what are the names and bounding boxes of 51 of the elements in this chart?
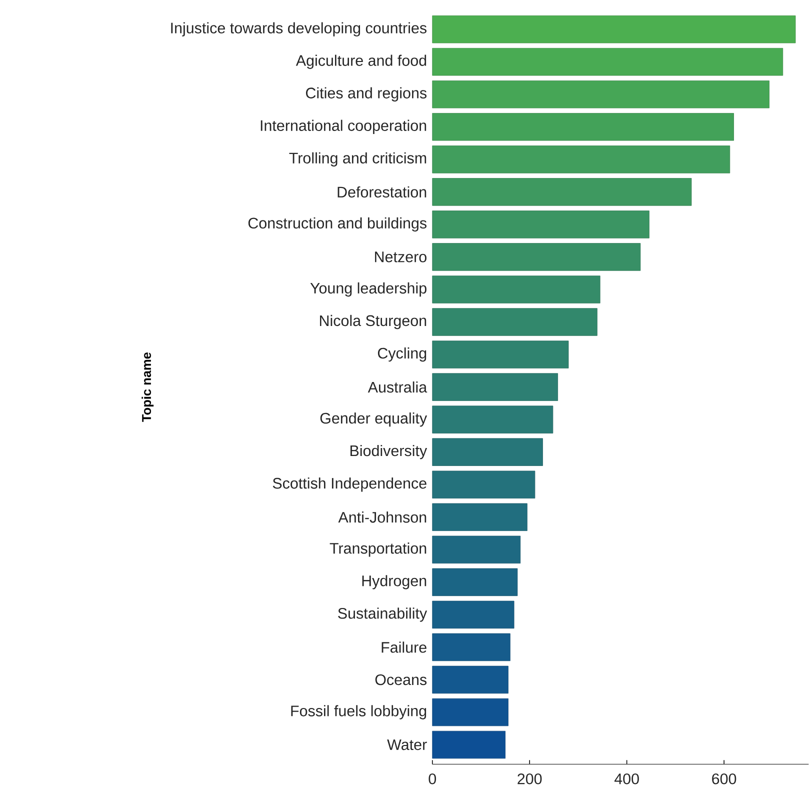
y-tick-label: International cooperation bbox=[260, 120, 426, 134]
bar bbox=[432, 340, 569, 368]
y-tick-label: Anti-Johnson bbox=[338, 511, 426, 523]
bar bbox=[432, 666, 508, 694]
bar bbox=[432, 406, 554, 434]
y-tick-label: Nicola Sturgeon bbox=[320, 314, 426, 330]
bar bbox=[432, 568, 518, 596]
bar bbox=[432, 178, 692, 206]
x-tick-label: 200 bbox=[518, 773, 542, 784]
bar bbox=[432, 210, 650, 238]
y-tick-label: Sustainability bbox=[338, 607, 428, 622]
y-tick-label: Netzero bbox=[375, 252, 426, 262]
bar bbox=[432, 633, 510, 661]
y-tick-label: Scottish Independence bbox=[272, 477, 426, 492]
y-tick-label: Cities and regions bbox=[306, 87, 427, 102]
bar bbox=[432, 145, 730, 174]
x-tick-label: 0 bbox=[428, 773, 436, 784]
bar bbox=[432, 503, 528, 531]
bar bbox=[432, 470, 536, 498]
y-tick-label: Hydrogen bbox=[362, 574, 426, 590]
bar bbox=[432, 536, 521, 564]
y-tick-label: Transportation bbox=[330, 542, 426, 557]
y-tick-label: Trolling and criticism bbox=[289, 152, 426, 166]
y-tick-label: Deforestation bbox=[338, 186, 426, 198]
y-axis-title: Topic name bbox=[142, 352, 154, 422]
y-tick-label: Injustice towards developing countries bbox=[171, 22, 426, 36]
bar bbox=[432, 243, 641, 271]
x-tick-label: 400 bbox=[614, 773, 639, 784]
bar bbox=[432, 438, 543, 466]
y-tick-label: Water bbox=[387, 739, 427, 750]
y-tick-label: Australia bbox=[368, 381, 428, 393]
bar bbox=[432, 730, 506, 759]
bar bbox=[432, 308, 598, 336]
bar bbox=[432, 112, 734, 141]
x-tick-label: 600 bbox=[712, 773, 736, 784]
y-tick-label: Oceans bbox=[375, 674, 427, 686]
y-tick-label: Gender equality bbox=[320, 412, 428, 427]
bar bbox=[432, 600, 514, 628]
bar bbox=[432, 373, 558, 401]
bar bbox=[432, 48, 784, 76]
bar bbox=[432, 276, 600, 304]
y-tick-label: Agiculture and food bbox=[296, 54, 426, 69]
bar bbox=[432, 15, 796, 44]
y-tick-label: Young leadership bbox=[310, 282, 426, 296]
y-tick-label: Cycling bbox=[378, 347, 426, 362]
y-tick-label: Construction and buildings bbox=[248, 217, 426, 232]
y-tick-label: Fossil fuels lobbying bbox=[291, 705, 426, 720]
y-tick-label: Failure bbox=[382, 642, 426, 653]
y-tick-label: Biodiversity bbox=[350, 444, 428, 460]
bar bbox=[432, 698, 508, 726]
bar bbox=[432, 80, 770, 108]
